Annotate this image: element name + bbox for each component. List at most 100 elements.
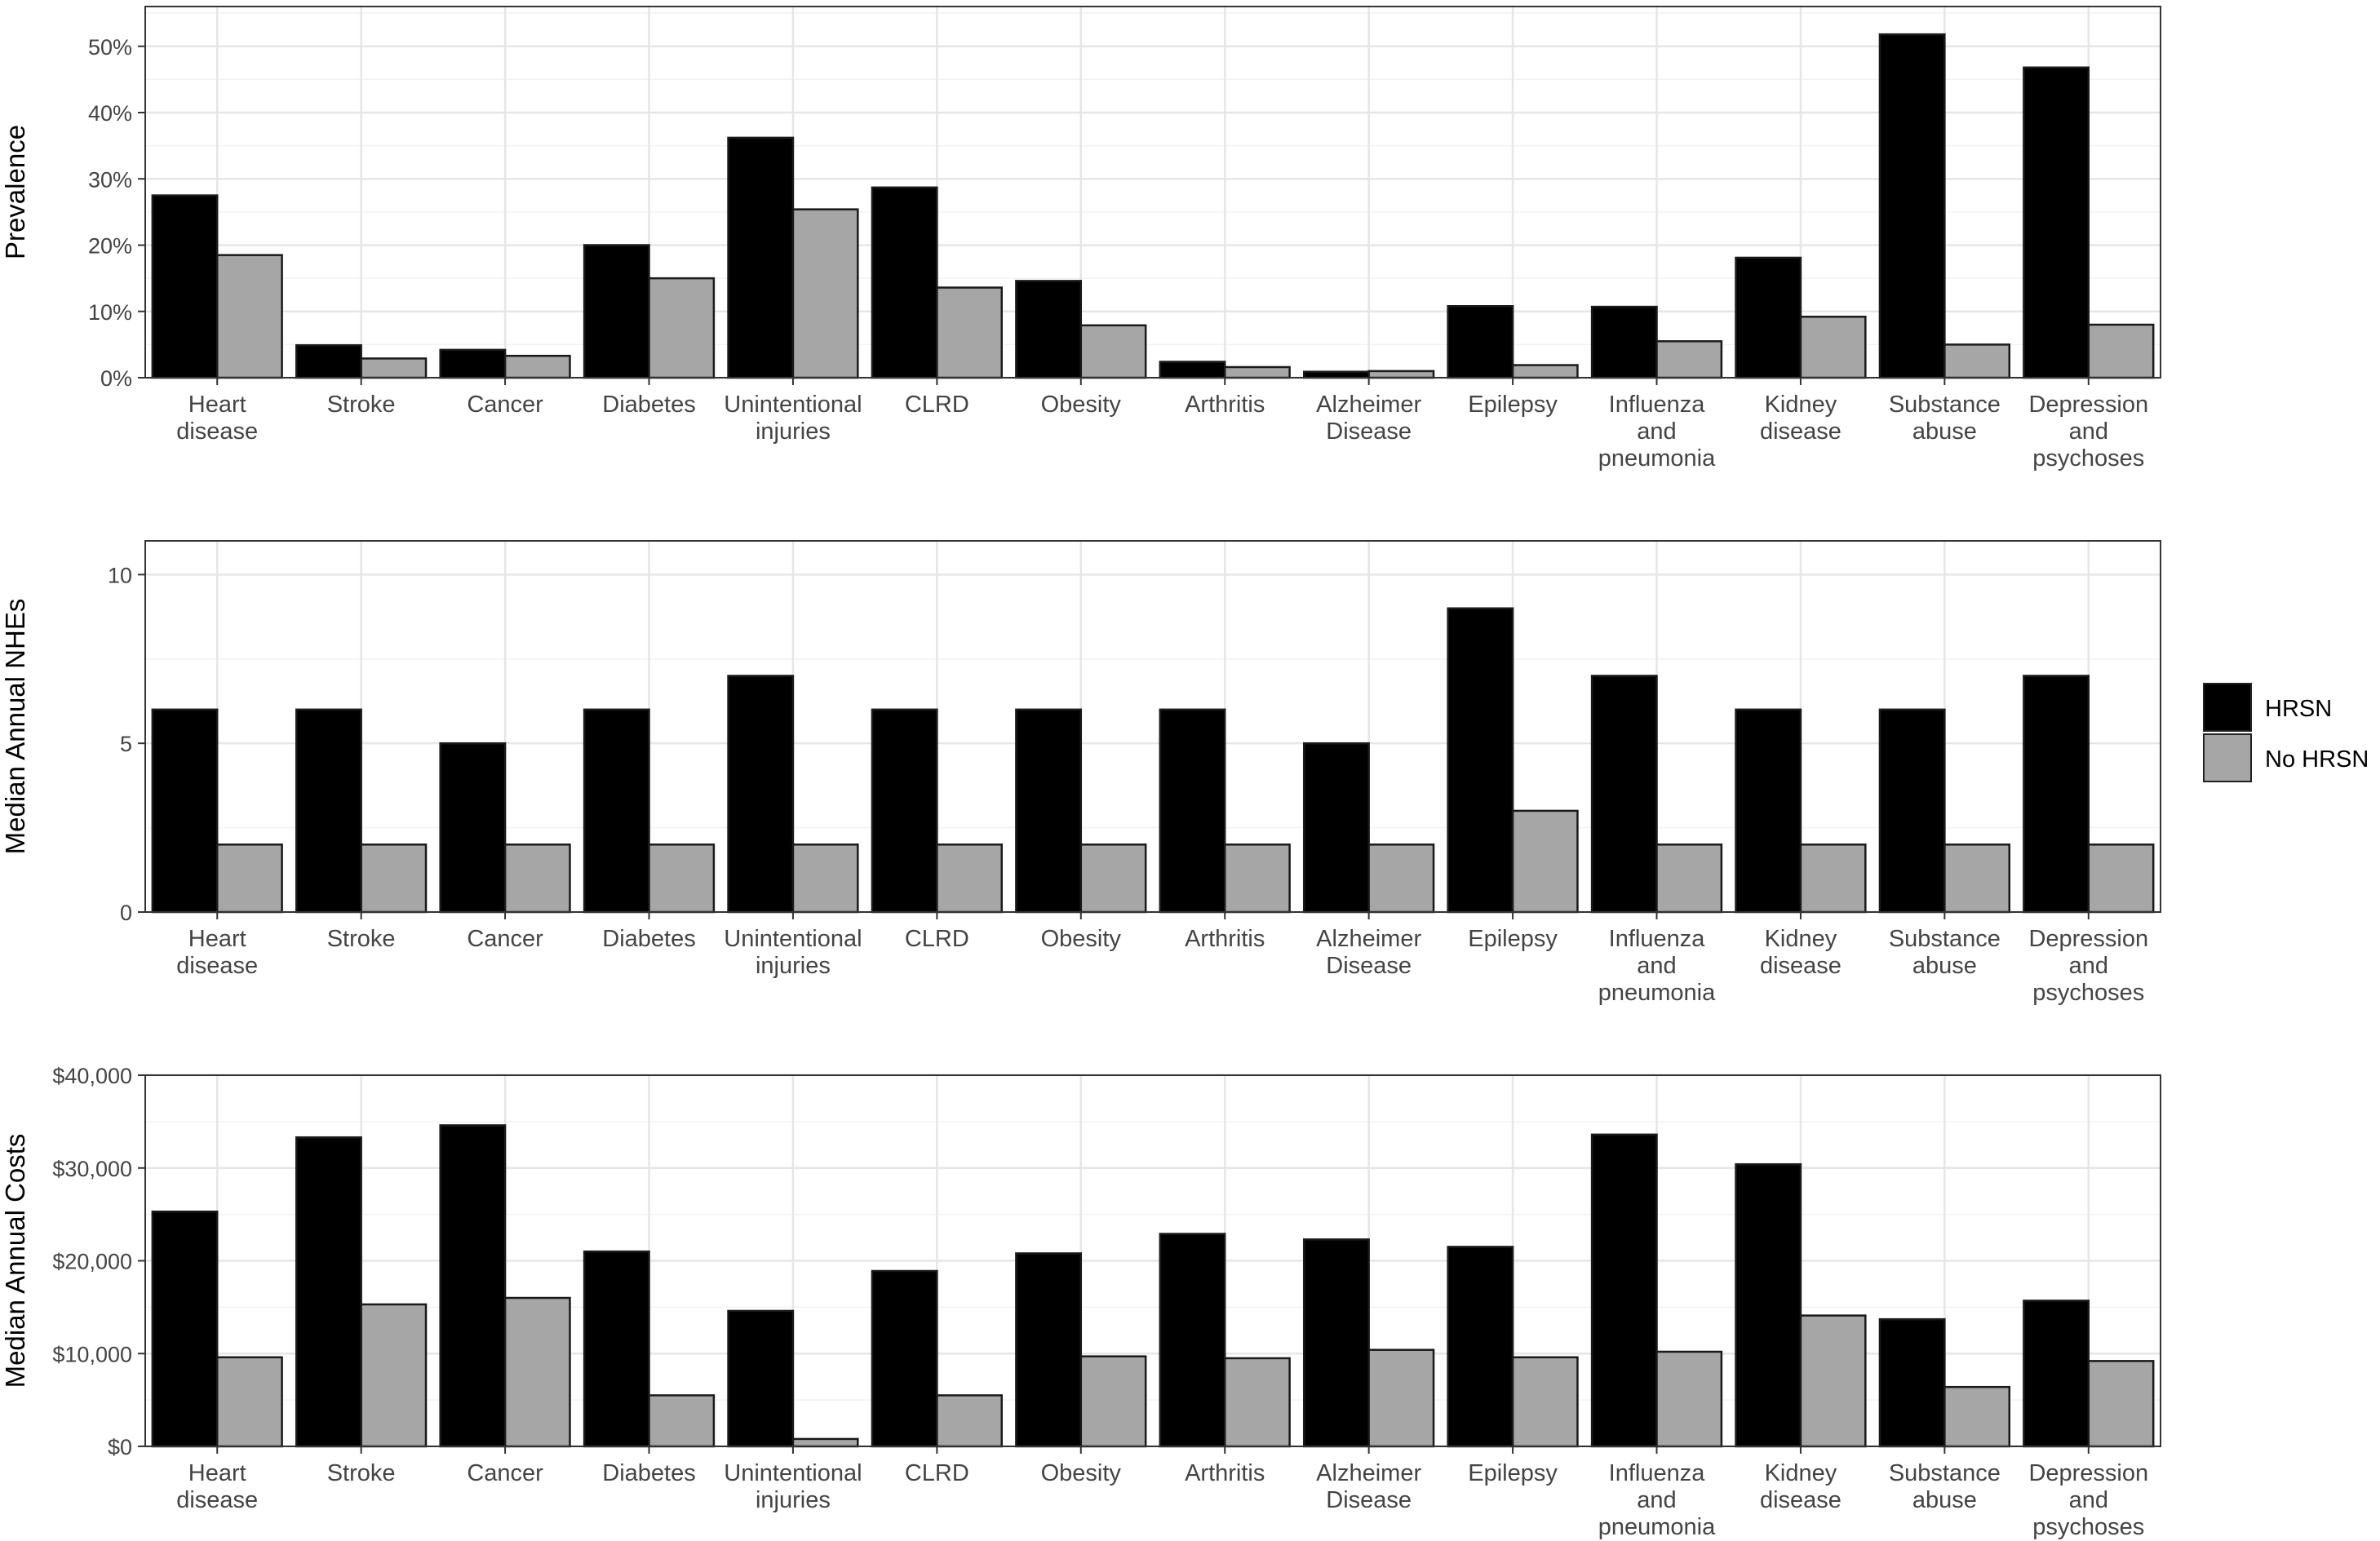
y-tick-label: 50% <box>88 35 132 60</box>
x-tick-label: Obesity <box>1041 926 1122 952</box>
bar-hrsn-kidney-disease <box>1735 708 1802 914</box>
bar-no-hrsn-substance-abuse <box>1943 343 2011 379</box>
y-tick-label: $40,000 <box>52 1064 132 1088</box>
bar-no-hrsn-epilepsy <box>1511 364 1579 379</box>
x-tick-label: Diabetes <box>602 1460 695 1486</box>
bar-no-hrsn-kidney-disease <box>1799 316 1867 379</box>
bar-hrsn-obesity <box>1015 708 1083 914</box>
bar-no-hrsn-heart-disease <box>215 254 283 379</box>
x-tick-label: Obesity <box>1041 392 1122 418</box>
bar-no-hrsn-influenza-and-pneumonia <box>1655 1350 1723 1448</box>
x-tick-label: Cancer <box>467 926 543 952</box>
y-tick-label: 40% <box>88 101 132 126</box>
bar-hrsn-alzheimer-disease <box>1303 742 1370 914</box>
bar-hrsn-influenza-and-pneumonia <box>1590 305 1658 379</box>
y-tick-label: $30,000 <box>52 1157 132 1181</box>
bar-no-hrsn-arthritis <box>1223 844 1291 914</box>
bar-hrsn-clrd <box>871 1269 938 1448</box>
bar-no-hrsn-depression-and-psychoses <box>2087 1360 2155 1448</box>
bar-no-hrsn-cancer <box>503 354 571 379</box>
legend-label-hrsn: HRSN <box>2265 696 2332 722</box>
x-tick-label: Alzheimer Disease <box>1316 392 1421 445</box>
y-tick-label: 0% <box>100 366 132 391</box>
bar-hrsn-cancer <box>439 1124 507 1448</box>
bar-hrsn-cancer <box>439 348 507 379</box>
bar-hrsn-influenza-and-pneumonia <box>1590 1133 1658 1448</box>
bar-no-hrsn-obesity <box>1079 1355 1147 1448</box>
bar-no-hrsn-alzheimer-disease <box>1367 1348 1435 1448</box>
x-tick-label: Depression and psychoses <box>2028 926 2148 1006</box>
x-tick-label: CLRD <box>905 392 969 418</box>
legend: HRSN No HRSN <box>2203 683 2369 782</box>
bar-hrsn-heart-disease <box>151 194 219 379</box>
bar-no-hrsn-heart-disease <box>215 1356 283 1448</box>
x-tick-label: Stroke <box>327 1460 396 1486</box>
bar-no-hrsn-cancer <box>503 1296 571 1448</box>
bar-no-hrsn-diabetes <box>648 277 716 379</box>
bar-no-hrsn-arthritis <box>1223 365 1291 379</box>
y-tick-label: 20% <box>88 234 132 259</box>
bar-no-hrsn-substance-abuse <box>1943 844 2011 914</box>
bar-hrsn-alzheimer-disease <box>1303 1238 1370 1448</box>
bar-no-hrsn-clrd <box>936 1394 1004 1448</box>
bar-no-hrsn-obesity <box>1079 844 1147 914</box>
bar-no-hrsn-unintentional-injuries <box>791 208 859 379</box>
y-axis-title: Median Annual Costs <box>0 1134 30 1388</box>
bar-no-hrsn-stroke <box>360 1303 428 1448</box>
bar-hrsn-substance-abuse <box>1878 1317 1946 1448</box>
bar-hrsn-depression-and-psychoses <box>2023 1300 2090 1448</box>
x-tick-label: Epilepsy <box>1468 392 1558 418</box>
x-tick-label: Arthritis <box>1185 926 1265 952</box>
bar-no-hrsn-stroke <box>360 844 428 914</box>
x-tick-label: Epilepsy <box>1468 926 1558 952</box>
x-tick-label: Stroke <box>327 926 396 952</box>
y-tick-label: 5 <box>120 732 132 756</box>
bar-no-hrsn-substance-abuse <box>1943 1385 2011 1448</box>
x-tick-label: Alzheimer Disease <box>1316 1460 1421 1513</box>
x-tick-label: Heart disease <box>176 392 258 445</box>
bar-hrsn-depression-and-psychoses <box>2023 66 2090 379</box>
bar-no-hrsn-kidney-disease <box>1799 844 1867 914</box>
y-tick-label: $0 <box>108 1435 132 1459</box>
bar-hrsn-cancer <box>439 742 507 914</box>
bar-no-hrsn-obesity <box>1079 324 1147 379</box>
bar-no-hrsn-epilepsy <box>1511 809 1579 914</box>
y-tick-label: 0 <box>120 901 132 925</box>
bar-hrsn-stroke <box>295 708 362 914</box>
x-tick-label: Kidney disease <box>1760 392 1842 445</box>
bar-no-hrsn-clrd <box>936 844 1004 914</box>
legend-swatch-hrsn <box>2203 683 2252 732</box>
bar-no-hrsn-depression-and-psychoses <box>2087 323 2155 379</box>
bar-hrsn-unintentional-injuries <box>727 1309 795 1448</box>
x-tick-label: Obesity <box>1041 1460 1122 1486</box>
bar-no-hrsn-diabetes <box>648 1394 716 1448</box>
x-tick-label: Substance abuse <box>1889 1460 2001 1513</box>
bar-hrsn-arthritis <box>1159 1233 1226 1448</box>
x-tick-label: Unintentional injuries <box>724 926 862 979</box>
x-tick-label: Kidney disease <box>1760 926 1842 979</box>
bar-no-hrsn-epilepsy <box>1511 1356 1579 1448</box>
x-tick-label: CLRD <box>905 1460 969 1486</box>
panel-border <box>144 540 2161 913</box>
bar-hrsn-unintentional-injuries <box>727 675 795 914</box>
bar-hrsn-substance-abuse <box>1878 708 1946 914</box>
x-tick-label: Epilepsy <box>1468 1460 1558 1486</box>
x-tick-label: Depression and psychoses <box>2028 392 2148 472</box>
legend-label-no-hrsn: No HRSN <box>2265 746 2369 773</box>
bar-no-hrsn-unintentional-injuries <box>791 1437 859 1448</box>
y-axis-title: Median Annual NHEs <box>0 599 30 855</box>
x-tick-label: Substance abuse <box>1889 926 2001 979</box>
legend-swatch-no-hrsn <box>2203 733 2252 782</box>
bar-hrsn-obesity <box>1015 1252 1083 1448</box>
bar-no-hrsn-influenza-and-pneumonia <box>1655 844 1723 914</box>
x-tick-label: Unintentional injuries <box>724 392 862 445</box>
bar-no-hrsn-heart-disease <box>215 844 283 914</box>
y-axis-title: Prevalence <box>0 125 30 259</box>
bar-no-hrsn-clrd <box>936 286 1004 379</box>
bar-hrsn-unintentional-injuries <box>727 136 795 379</box>
bar-hrsn-substance-abuse <box>1878 33 1946 379</box>
bar-hrsn-alzheimer-disease <box>1303 370 1370 379</box>
bar-hrsn-epilepsy <box>1447 1246 1514 1448</box>
y-tick-label: 30% <box>88 167 132 192</box>
bar-hrsn-kidney-disease <box>1735 256 1802 379</box>
